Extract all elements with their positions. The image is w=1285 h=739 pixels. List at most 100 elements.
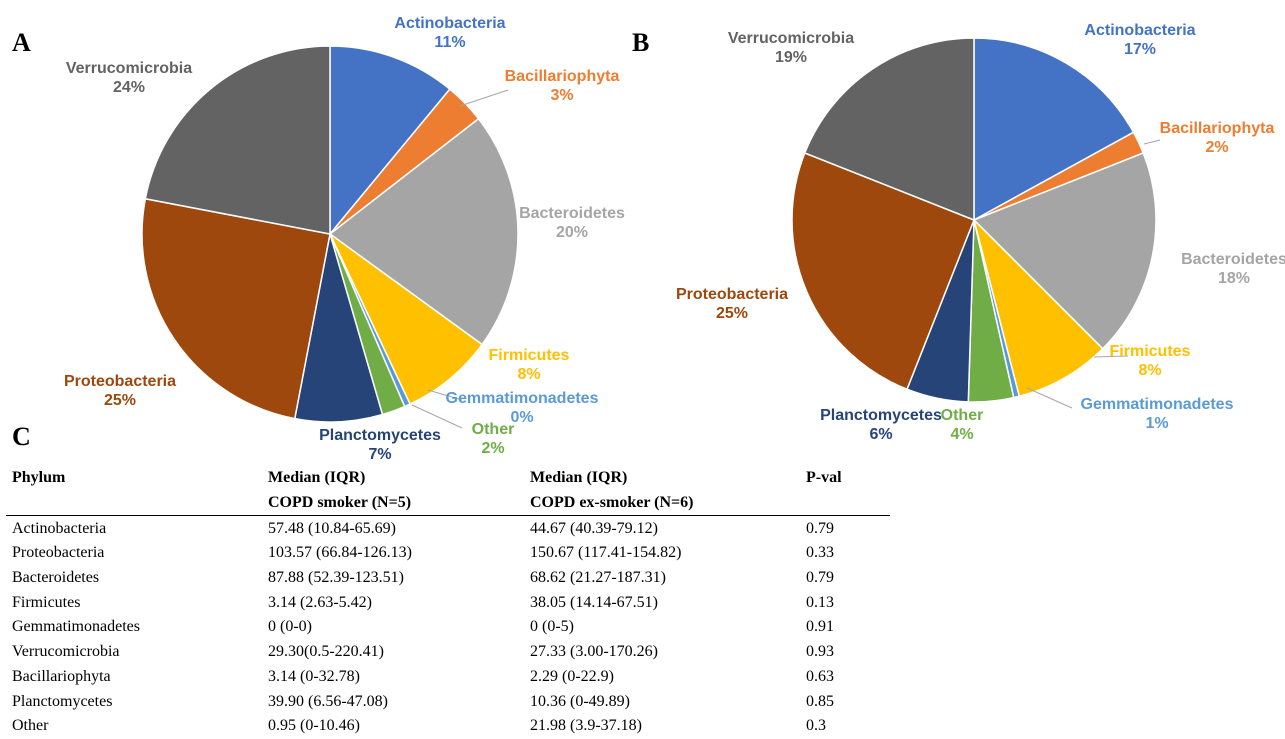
cell-pval: 0.79 bbox=[806, 519, 834, 537]
cell-ex-smoker-median: 68.62 (21.27-187.31) bbox=[530, 569, 666, 587]
pie-a-pct-gemmatimonadetes: 0% bbox=[510, 409, 533, 426]
pie-a-label-actinobacteria: Actinobacteria bbox=[394, 15, 505, 32]
cell-pval: 0.33 bbox=[806, 544, 834, 562]
table-header-row-1: Phylum Median (IQR) Median (IQR) P-val bbox=[6, 466, 890, 491]
table-row: Firmicutes 3.14 (2.63-5.42) 38.05 (14.14-6… bbox=[6, 590, 890, 615]
cell-smoker-median: 29.30(0.5-220.41) bbox=[268, 643, 384, 661]
pie-a-pct-bacteroidetes: 20% bbox=[556, 224, 588, 241]
pie-a-label-bacillariophyta: Bacillariophyta bbox=[505, 68, 620, 85]
pie-b-pct-gemmatimonadetes: 1% bbox=[1145, 415, 1168, 432]
pie-b-label-bacteroidetes: Bacteroidetes bbox=[1181, 251, 1285, 268]
cell-smoker-median: 57.48 (10.84-65.69) bbox=[268, 519, 396, 537]
pie-a-pct-other: 2% bbox=[481, 440, 504, 457]
pie-b-label-bacillariophyta: Bacillariophyta bbox=[1160, 120, 1275, 137]
pie-a-pct-firmicutes: 8% bbox=[517, 366, 540, 383]
pie-b-pct-bacteroidetes: 18% bbox=[1218, 270, 1250, 287]
cell-pval: 0.93 bbox=[806, 643, 834, 661]
pie-a-label-firmicutes: Firmicutes bbox=[489, 347, 570, 364]
header-median-1: Median (IQR) bbox=[268, 469, 366, 487]
pie-b-label-proteobacteria: Proteobacteria bbox=[676, 286, 788, 303]
table-row: Proteobacteria 103.57 (66.84-126.13) 150.6… bbox=[6, 541, 890, 566]
cell-phylum: Bacteroidetes bbox=[12, 569, 100, 587]
cell-ex-smoker-median: 150.67 (117.41-154.82) bbox=[530, 544, 682, 562]
table-row: Planctomycetes 39.90 (6.56-47.08) 10.36 (0… bbox=[6, 689, 890, 714]
pie-b-label-verrucomicrobia: Verrucomicrobia bbox=[728, 30, 854, 47]
cell-ex-smoker-median: 38.05 (14.14-67.51) bbox=[530, 593, 658, 611]
pie-b-label-firmicutes: Firmicutes bbox=[1110, 343, 1191, 360]
pie-b-slice-actinobacteria bbox=[973, 37, 1135, 222]
pie-b-slice-bacteroidetes bbox=[972, 152, 1157, 350]
pie-b-label-gemmatimonadetes: Gemmatimonadetes bbox=[1081, 396, 1234, 413]
pie-b-pct-verrucomicrobia: 19% bbox=[775, 49, 807, 66]
pie-b-leader-gemmatimonadetes bbox=[1026, 387, 1073, 409]
cell-smoker-median: 0.95 (0-10.46) bbox=[268, 717, 360, 735]
cell-phylum: Bacillariophyta bbox=[12, 667, 111, 685]
pie-b-pct-firmicutes: 8% bbox=[1138, 362, 1161, 379]
pie-chart-a: Actinobacteria 11% Bacillariophyta 3% Bacter… bbox=[64, 15, 625, 463]
cell-ex-smoker-median: 2.29 (0-22.9) bbox=[530, 667, 614, 685]
panel-b-letter: B bbox=[632, 28, 650, 57]
header-median-2: Median (IQR) bbox=[530, 469, 628, 487]
pie-a-leader-other bbox=[411, 404, 463, 429]
pie-b-label-other: Other bbox=[941, 407, 984, 424]
table-row: Actinobacteria 57.48 (10.84-65.69) 44.67 (… bbox=[6, 516, 890, 541]
pie-a-slice-bacteroidetes bbox=[328, 117, 519, 346]
pie-a-slice-proteobacteria bbox=[141, 197, 331, 420]
pie-a-label-gemmatimonadetes: Gemmatimonadetes bbox=[446, 390, 599, 407]
table-header-row-2: COPD smoker (N=5) COPD ex-smoker (N=6) bbox=[6, 491, 890, 517]
cell-ex-smoker-median: 0 (0-5) bbox=[530, 618, 574, 636]
header-copd-ex-smoker: COPD ex-smoker (N=6) bbox=[530, 494, 694, 512]
panel-a-letter: A bbox=[12, 28, 31, 57]
cell-pval: 0.91 bbox=[806, 618, 834, 636]
cell-phylum: Proteobacteria bbox=[12, 544, 105, 562]
pie-a-pct-bacillariophyta: 3% bbox=[550, 87, 573, 104]
table-body: Actinobacteria 57.48 (10.84-65.69) 44.67 (… bbox=[6, 516, 890, 738]
header-copd-smoker: COPD smoker (N=5) bbox=[268, 494, 412, 512]
cell-phylum: Verrucomicrobia bbox=[12, 643, 120, 661]
pie-b-label-actinobacteria: Actinobacteria bbox=[1084, 22, 1195, 39]
panel-c-letter: C bbox=[12, 422, 31, 451]
statistics-table: Phylum Median (IQR) Median (IQR) P-val C… bbox=[6, 466, 890, 739]
pie-b-leader-bacillariophyta bbox=[1143, 139, 1161, 145]
table-row: Other 0.95 (0-10.46) 21.98 (3.9-37.18) 0.3 bbox=[6, 714, 890, 739]
cell-ex-smoker-median: 21.98 (3.9-37.18) bbox=[530, 717, 642, 735]
pie-a-slice-actinobacteria bbox=[329, 45, 451, 237]
cell-smoker-median: 0 (0-0) bbox=[268, 618, 312, 636]
cell-phylum: Planctomycetes bbox=[12, 692, 113, 710]
cell-ex-smoker-median: 10.36 (0-49.89) bbox=[530, 692, 630, 710]
pie-b-label-planctomycetes: Planctomycetes bbox=[820, 407, 942, 424]
cell-phylum: Gemmatimonadetes bbox=[12, 618, 140, 636]
pie-a-label-verrucomicrobia: Verrucomicrobia bbox=[66, 60, 192, 77]
pie-a-label-proteobacteria: Proteobacteria bbox=[64, 373, 176, 390]
pie-a-leader-gemmatimonadetes bbox=[427, 389, 463, 401]
table-row: Bacillariophyta 3.14 (0-32.78) 2.29 (0-22.… bbox=[6, 665, 890, 690]
pie-a-pct-planctomycetes: 7% bbox=[368, 446, 391, 463]
cell-pval: 0.13 bbox=[806, 593, 834, 611]
pie-b-slice-verrucomicrobia bbox=[803, 37, 975, 222]
pie-a-label-bacteroidetes: Bacteroidetes bbox=[519, 205, 625, 222]
cell-ex-smoker-median: 44.67 (40.39-79.12) bbox=[530, 519, 658, 537]
cell-phylum: Other bbox=[12, 717, 49, 735]
cell-smoker-median: 3.14 (2.63-5.42) bbox=[268, 593, 372, 611]
header-phylum: Phylum bbox=[12, 469, 66, 487]
cell-pval: 0.85 bbox=[806, 692, 834, 710]
pie-b-pct-actinobacteria: 17% bbox=[1124, 41, 1156, 58]
cell-phylum: Actinobacteria bbox=[12, 519, 107, 537]
cell-smoker-median: 39.90 (6.56-47.08) bbox=[268, 692, 388, 710]
table-row: Gemmatimonadetes 0 (0-0) 0 (0-5) 0.91 bbox=[6, 615, 890, 640]
table-row: Verrucomicrobia 29.30(0.5-220.41) 27.33 (3… bbox=[6, 640, 890, 665]
cell-pval: 0.3 bbox=[806, 717, 826, 735]
cell-pval: 0.63 bbox=[806, 667, 834, 685]
pie-b-pct-other: 4% bbox=[950, 426, 973, 443]
cell-pval: 0.79 bbox=[806, 569, 834, 587]
cell-phylum: Firmicutes bbox=[12, 593, 81, 611]
pie-a-pct-actinobacteria: 11% bbox=[434, 34, 465, 51]
pie-a-label-planctomycetes: Planctomycetes bbox=[319, 427, 441, 444]
pie-b-slice-proteobacteria bbox=[791, 152, 975, 391]
pie-a-leader-bacillariophyta bbox=[459, 89, 509, 107]
pie-a-pct-proteobacteria: 25% bbox=[104, 392, 136, 409]
pie-b-pct-bacillariophyta: 2% bbox=[1205, 139, 1228, 156]
pie-b-pct-planctomycetes: 6% bbox=[869, 426, 892, 443]
cell-smoker-median: 103.57 (66.84-126.13) bbox=[268, 544, 412, 562]
pie-a-slice-firmicutes bbox=[329, 233, 484, 406]
